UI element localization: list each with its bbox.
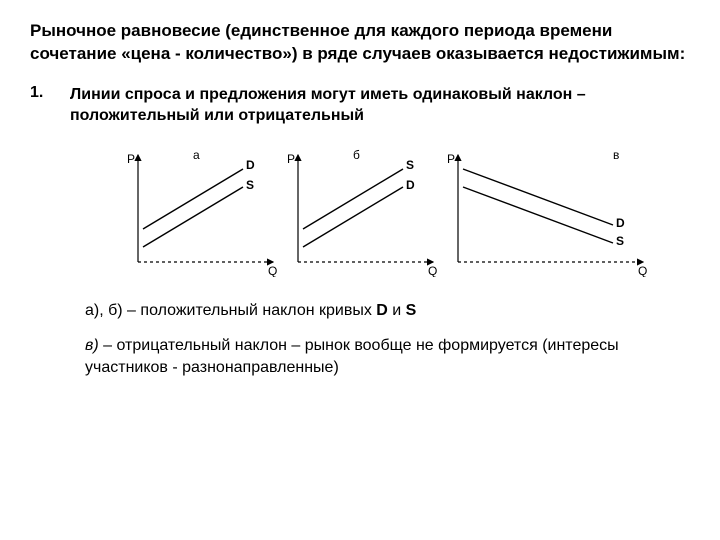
line-label-s: S [406, 158, 414, 172]
list-item: 1. Линии спроса и предложения могут имет… [30, 84, 690, 127]
line-label-d: D [246, 158, 255, 172]
axis-y-label: P [447, 152, 455, 166]
line-label-s: S [616, 234, 624, 248]
caption-ab: а), б) – положительный наклон кривых D и… [85, 302, 690, 320]
axis-x-label: Q [428, 264, 437, 277]
panel-label-b: б [353, 148, 360, 162]
axis-x-label: Q [268, 264, 277, 277]
axis-y-label: P [287, 152, 295, 166]
line-label-s: S [246, 178, 254, 192]
chart-panel-b: P Q б S D [283, 147, 443, 277]
caption-c: в) – отрицательный наклон – рынок вообще… [85, 335, 690, 378]
item-text: Линии спроса и предложения могут иметь о… [70, 84, 690, 127]
panel-label-c: в [613, 148, 619, 162]
item-number: 1. [30, 84, 50, 127]
caption2-italic: в) [85, 337, 99, 354]
caption1-text1: а), б) – положительный наклон кривых [85, 302, 376, 319]
caption1-d: D [376, 302, 388, 319]
line-label-d: D [616, 216, 625, 230]
charts-container: P Q а D S P Q б S D P Q в [85, 147, 690, 277]
caption1-s: S [406, 302, 417, 319]
axis-y-label: P [127, 152, 135, 166]
caption1-text2: и [388, 302, 406, 319]
line-label-d: D [406, 178, 415, 192]
page-title: Рыночное равновесие (единственное для ка… [30, 20, 690, 66]
chart-panel-a: P Q а D S [123, 147, 283, 277]
panel-label-a: а [193, 148, 200, 162]
chart-panel-c: P Q в D S [443, 147, 653, 277]
axis-x-label: Q [638, 264, 647, 277]
caption2-text: – отрицательный наклон – рынок вообще не… [85, 337, 619, 376]
